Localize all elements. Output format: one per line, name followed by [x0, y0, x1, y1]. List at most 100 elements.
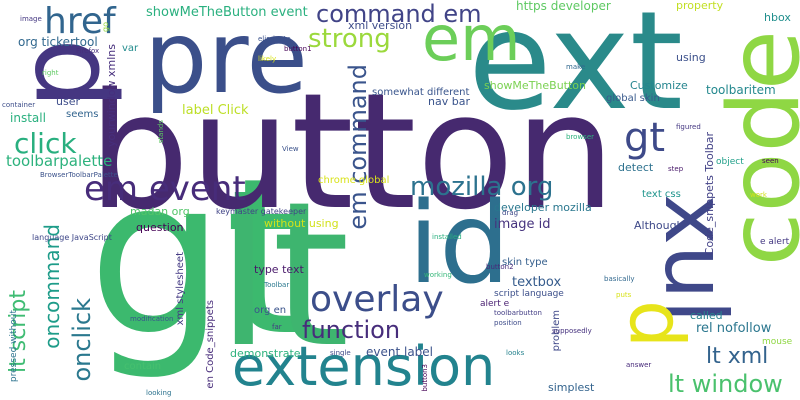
word: org tickertool — [18, 35, 98, 49]
word: browser — [566, 133, 595, 141]
word: step — [668, 165, 684, 173]
word: working — [424, 271, 452, 279]
word: looks — [506, 349, 525, 357]
word: mouse — [762, 337, 793, 347]
word: ext — [468, 0, 684, 141]
word: language JavaScript — [32, 233, 112, 242]
word: make — [566, 63, 586, 71]
word: single — [330, 349, 351, 357]
word: mozilla org — [410, 172, 554, 202]
word: BrowserToolbarPalette — [40, 171, 118, 179]
word: global skin — [606, 93, 660, 104]
word: button — [88, 58, 616, 245]
word: alert e — [480, 299, 510, 309]
word: question — [136, 221, 184, 234]
word: object — [716, 157, 744, 167]
word: Firefox — [76, 47, 100, 55]
word: toolbaritem — [706, 83, 776, 97]
word: detect — [618, 161, 654, 174]
word: em event — [84, 169, 246, 209]
word: strong — [308, 24, 391, 54]
word: e alert — [760, 237, 790, 247]
word: drag — [502, 209, 519, 217]
word: xml version — [348, 19, 413, 32]
word: em — [422, 2, 521, 75]
word: image id — [494, 217, 551, 232]
word: supposedly — [552, 327, 592, 335]
word: oncommand — [40, 224, 64, 349]
word: Code_snippets Toolbar — [703, 132, 716, 256]
word: puts — [616, 291, 632, 299]
word: eliminate — [258, 35, 291, 43]
word: figured — [676, 123, 701, 131]
word: showMeTheButton event — [146, 5, 308, 20]
word: Although — [634, 219, 684, 232]
word: extension — [232, 335, 496, 398]
word: yourwindow xmlns — [105, 44, 118, 147]
word: https developer — [516, 0, 611, 13]
word: modification — [130, 315, 174, 323]
word: button3 — [421, 364, 429, 392]
word: far — [272, 323, 282, 331]
word: gt — [624, 115, 666, 161]
word: answer — [626, 361, 652, 369]
word: onclick — [68, 298, 96, 382]
word: en Code_snippets — [205, 300, 216, 389]
word: developer mozilla — [494, 201, 592, 214]
word: label Click — [182, 103, 249, 118]
word: nav bar — [428, 95, 470, 108]
word: View — [282, 145, 299, 153]
word: container — [2, 101, 36, 109]
word: overlay — [310, 279, 444, 320]
word: id — [408, 179, 511, 309]
word: toolbarpalette — [6, 152, 113, 170]
word: script language — [494, 289, 564, 299]
word: without using — [264, 217, 339, 230]
word: called — [690, 309, 723, 322]
word: href — [44, 1, 116, 42]
word: installed — [432, 233, 462, 241]
word: keymaster gatekeeper — [216, 207, 307, 216]
word: image — [20, 15, 42, 23]
word: seems — [66, 109, 99, 120]
word: p — [601, 300, 690, 349]
word: function — [302, 316, 401, 344]
word: em command — [344, 64, 372, 230]
word: basically — [604, 275, 635, 283]
word: stands — [157, 120, 165, 144]
word: gt — [88, 132, 310, 383]
word: rel nofollow — [696, 321, 772, 336]
word: go — [101, 22, 110, 32]
word: position — [494, 319, 522, 327]
word: event label — [366, 345, 434, 359]
word: textbox — [512, 275, 562, 290]
word: contain — [124, 361, 162, 372]
word: hbox — [764, 11, 791, 24]
word: lt xml — [706, 344, 769, 369]
word: xul — [645, 194, 745, 324]
word: click — [14, 127, 77, 160]
word: lt window — [668, 370, 783, 398]
word: showMeTheButton — [484, 79, 586, 92]
word: right — [42, 69, 59, 77]
word: using — [676, 51, 706, 64]
word: install — [10, 111, 46, 125]
word: looking — [146, 389, 172, 397]
word: chrome global — [318, 175, 390, 186]
word: text css — [642, 189, 681, 200]
word: simplest — [548, 381, 595, 394]
word: button2 — [486, 263, 514, 271]
word: pre — [144, 0, 308, 116]
word: Toolbar — [264, 281, 290, 289]
word: likely — [258, 55, 277, 63]
word: seen — [762, 157, 779, 165]
word: var — [122, 43, 139, 54]
word: type text — [254, 263, 304, 276]
word: skin type — [502, 257, 548, 268]
word: somewhat different — [372, 87, 470, 98]
word: org en — [254, 305, 287, 316]
word: button1 — [284, 45, 312, 53]
word: madan org — [130, 205, 190, 218]
word: work — [750, 191, 767, 199]
